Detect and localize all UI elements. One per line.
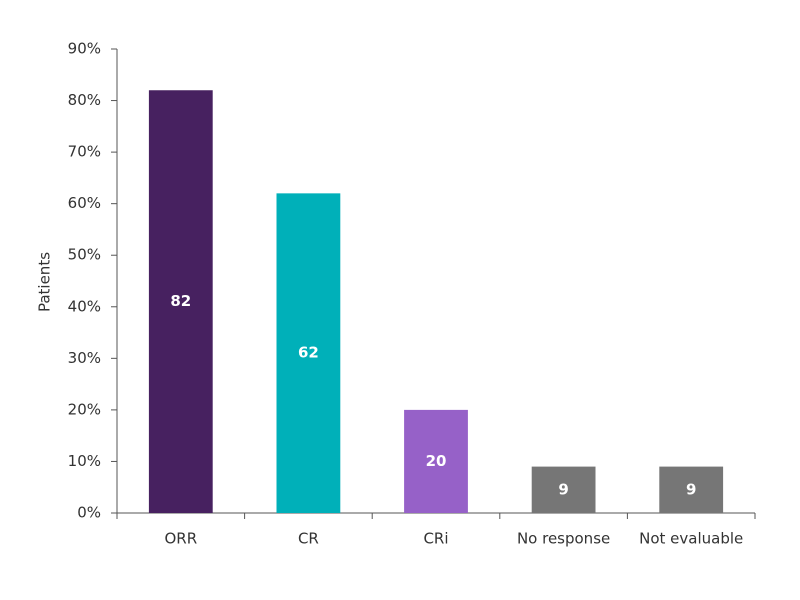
y-tick-label: 10% bbox=[68, 452, 101, 470]
bar bbox=[148, 90, 213, 513]
bar bbox=[659, 466, 724, 513]
data-label: 20 bbox=[426, 452, 447, 470]
bar bbox=[276, 193, 341, 513]
bar bbox=[404, 409, 468, 513]
y-tick-label: 60% bbox=[68, 194, 101, 212]
y-tick-label: 70% bbox=[68, 143, 101, 161]
data-label: 9 bbox=[686, 480, 696, 498]
data-label: 9 bbox=[558, 480, 568, 498]
x-tick-label: CR bbox=[298, 530, 319, 548]
y-tick-label: 80% bbox=[68, 91, 101, 109]
x-tick-label: ORR bbox=[164, 530, 197, 548]
y-tick-label: 50% bbox=[68, 246, 101, 264]
data-label: 82 bbox=[170, 292, 191, 310]
x-tick-label: No response bbox=[517, 530, 610, 548]
x-tick-label: CRi bbox=[423, 530, 448, 548]
y-tick-label: 40% bbox=[68, 297, 101, 315]
y-tick-label: 20% bbox=[68, 400, 101, 418]
bar bbox=[531, 466, 596, 513]
y-tick-label: 0% bbox=[77, 504, 101, 522]
y-tick-label: 30% bbox=[68, 349, 101, 367]
y-axis-label: Patients bbox=[36, 252, 54, 312]
x-tick-label: Not evaluable bbox=[639, 530, 743, 548]
data-label: 62 bbox=[298, 344, 319, 362]
y-tick-label: 90% bbox=[68, 40, 101, 58]
